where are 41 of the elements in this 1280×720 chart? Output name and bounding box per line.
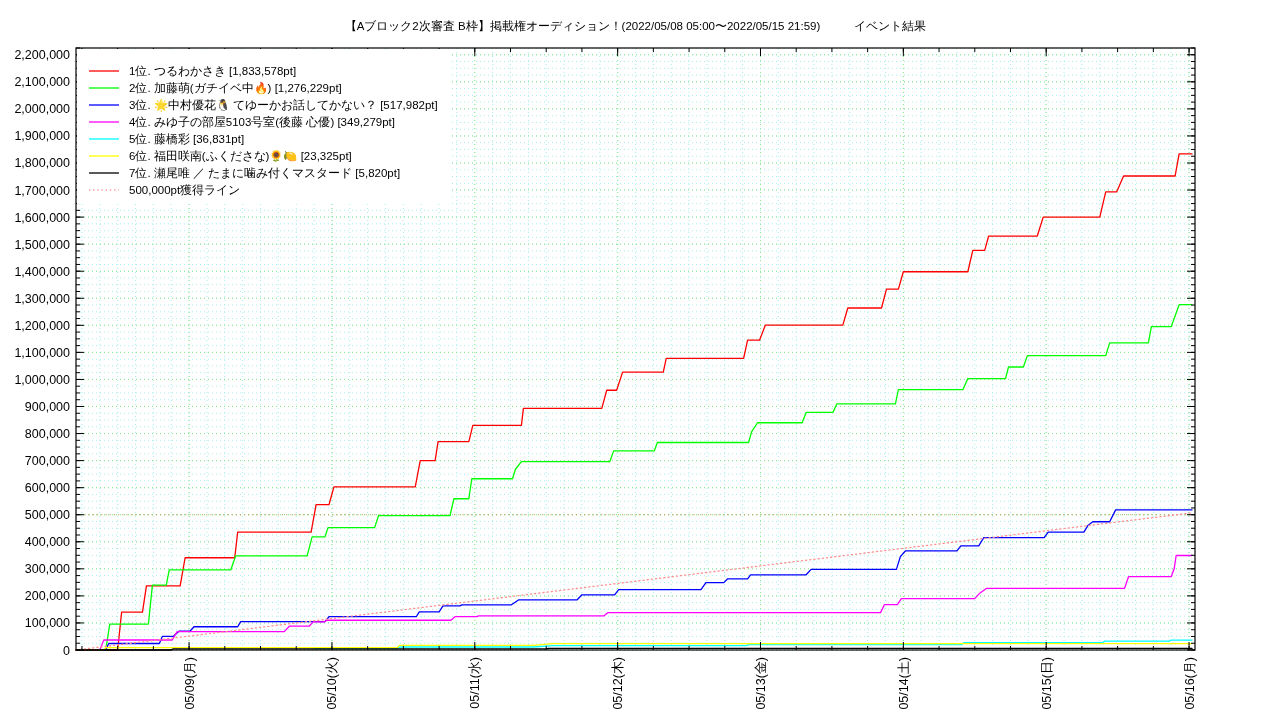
y-tick-label: 2,100,000 — [14, 75, 71, 90]
y-tick-label: 1,100,000 — [14, 345, 71, 360]
y-tick-label: 1,700,000 — [14, 183, 71, 198]
legend-label: 4位. みゆ子の部屋5103号室(後藤 心優) [349,279pt] — [129, 115, 395, 128]
y-tick-label: 400,000 — [24, 535, 71, 550]
x-tick-label: 05/15(日) — [1039, 657, 1054, 710]
chart-title: 【Aブロック2次審査 B枠】掲載権オーディション！(2022/05/08 05:00〜2022/05/15 21:59) — [344, 19, 821, 32]
y-tick-label: 500,000 — [24, 508, 71, 523]
y-tick-label: 1,200,000 — [14, 318, 71, 333]
y-tick-label: 2,000,000 — [14, 102, 71, 117]
x-tick-label: 05/10(火) — [325, 657, 340, 710]
y-tick-label: 1,600,000 — [14, 210, 71, 225]
legend-label: 6位. 福田咲南(ふくださな)🌻🍋 [23,325pt] — [129, 149, 352, 163]
y-tick-label: 1,400,000 — [14, 264, 71, 279]
y-tick-label: 1,300,000 — [14, 291, 71, 306]
x-tick-label: 05/09(月) — [182, 657, 197, 710]
legend-label: 7位. 瀬尾唯 ／ たまに噛み付くマスタード [5,820pt] — [129, 166, 401, 180]
x-tick-label: 05/14(土) — [896, 657, 911, 710]
x-tick-label: 05/16(月) — [1182, 657, 1197, 710]
x-tick-label: 05/12(木) — [611, 657, 626, 710]
y-tick-label: 1,000,000 — [14, 372, 71, 387]
y-tick-label: 300,000 — [24, 562, 71, 577]
y-tick-label: 700,000 — [24, 454, 71, 469]
y-tick-label: 200,000 — [24, 589, 71, 604]
legend-label: 3位. 🌟中村優花🐧 てゆーかお話してかない？ [517,982pt] — [129, 98, 438, 112]
legend-label: 2位. 加藤萌(ガチイベ中🔥) [1,276,229pt] — [129, 81, 342, 95]
legend-label: 5位. 藤橋彩 [36,831pt] — [129, 133, 245, 145]
y-tick-label: 2,200,000 — [14, 48, 71, 63]
chart-subtitle: イベント結果 — [854, 20, 927, 32]
y-tick-label: 1,900,000 — [14, 129, 71, 144]
legend-label: 500,000pt獲得ライン — [129, 184, 241, 196]
x-tick-label: 05/11(水) — [468, 657, 483, 709]
y-tick-label: 800,000 — [24, 427, 71, 442]
y-tick-label: 1,500,000 — [14, 237, 71, 252]
x-tick-label: 05/13(金) — [753, 657, 768, 710]
y-tick-label: 600,000 — [24, 481, 71, 496]
y-tick-label: 0 — [63, 643, 71, 658]
y-tick-label: 900,000 — [24, 399, 71, 414]
legend-label: 1位. つるわかさき [1,833,578pt] — [129, 65, 297, 78]
y-tick-label: 100,000 — [24, 616, 71, 631]
y-tick-label: 1,800,000 — [14, 156, 71, 171]
